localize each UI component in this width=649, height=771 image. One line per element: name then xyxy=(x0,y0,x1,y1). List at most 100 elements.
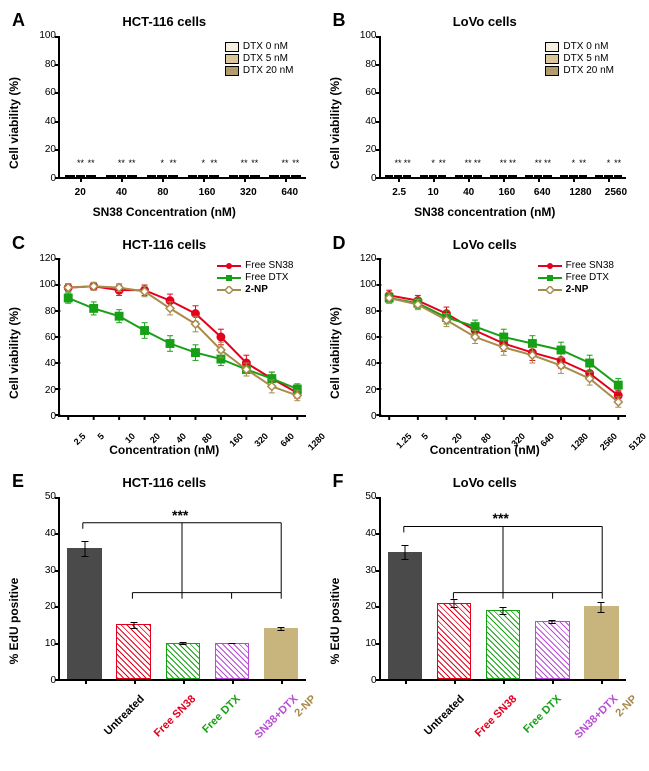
bar: ** xyxy=(543,175,551,177)
bar: ** xyxy=(86,175,96,177)
bar: ** xyxy=(168,175,178,177)
y-tick: 0 xyxy=(359,173,377,184)
legend-item: DTX 20 nM xyxy=(545,65,614,76)
x-tick: 40 xyxy=(116,187,127,198)
x-tick: 160 xyxy=(199,187,216,198)
x-tick: 5 xyxy=(419,431,430,442)
x-tick: 5 xyxy=(95,431,106,442)
y-tick: 20 xyxy=(38,144,56,155)
significance-marker: ** xyxy=(439,158,446,168)
x-tick: 160 xyxy=(499,187,516,198)
significance-marker: * xyxy=(572,158,576,168)
significance-marker: ** xyxy=(118,158,125,168)
x-tick: 1280 xyxy=(306,431,327,452)
y-tick: 20 xyxy=(359,144,377,155)
y-tick: 80 xyxy=(38,306,56,317)
significance-marker: * xyxy=(201,158,205,168)
panel-F: F LoVo cells % EdU positive 01020304050U… xyxy=(329,469,642,759)
y-tick: 120 xyxy=(38,253,56,264)
y-tick: 80 xyxy=(38,59,56,70)
bar: ** xyxy=(403,175,411,177)
significance-marker: ** xyxy=(251,158,258,168)
bar xyxy=(420,175,428,177)
y-tick: 40 xyxy=(38,358,56,369)
panel-label: D xyxy=(333,233,346,254)
legend-item: 2-NP xyxy=(538,284,614,295)
panel-B: B LoVo cells Cell viability (%) SN38 con… xyxy=(329,8,642,223)
legend-item: DTX 0 nM xyxy=(225,41,294,52)
bar xyxy=(525,175,533,177)
significance-marker: ** xyxy=(210,158,217,168)
y-axis-label: Cell viability (%) xyxy=(328,307,342,399)
y-tick: 60 xyxy=(38,87,56,98)
bar: ** xyxy=(438,175,446,177)
x-tick: 2560 xyxy=(597,431,618,452)
y-tick: 0 xyxy=(38,411,56,422)
x-tick: 640 xyxy=(538,431,556,449)
y-tick: 120 xyxy=(359,253,377,264)
chart-title: HCT-116 cells xyxy=(122,14,206,29)
x-tick: 5120 xyxy=(626,431,647,452)
bar xyxy=(560,175,568,177)
y-tick: 100 xyxy=(359,279,377,290)
bar xyxy=(188,175,198,177)
significance-marker: ** xyxy=(404,158,411,168)
legend-item: DTX 0 nM xyxy=(545,41,614,52)
x-tick: 2.5 xyxy=(392,187,406,198)
y-tick: 80 xyxy=(359,306,377,317)
y-tick: 80 xyxy=(359,59,377,70)
bar: ** xyxy=(614,175,622,177)
chart-title: LoVo cells xyxy=(453,237,517,252)
significance-marker: ** xyxy=(579,158,586,168)
y-tick: 40 xyxy=(38,116,56,127)
bar xyxy=(65,175,75,177)
legend: DTX 0 nMDTX 5 nMDTX 20 nM xyxy=(223,38,296,79)
y-tick: 20 xyxy=(359,385,377,396)
legend-item: Free DTX xyxy=(538,272,614,283)
legend-item: Free SN38 xyxy=(538,260,614,271)
x-tick: 320 xyxy=(253,431,271,449)
x-tick: 1280 xyxy=(568,431,589,452)
panel-E: E HCT-116 cells % EdU positive 010203040… xyxy=(8,469,321,759)
significance-stars: *** xyxy=(172,507,188,523)
bar xyxy=(595,175,603,177)
panel-label: A xyxy=(12,10,25,31)
y-tick: 0 xyxy=(38,173,56,184)
panel-D: D LoVo cells Cell viability (%) Concentr… xyxy=(329,231,642,461)
significance-marker: ** xyxy=(535,158,542,168)
bar: ** xyxy=(579,175,587,177)
x-tick: 640 xyxy=(279,431,297,449)
significance-marker: ** xyxy=(614,158,621,168)
y-axis-label: Cell viability (%) xyxy=(328,76,342,168)
legend-item: Free SN38 xyxy=(217,260,293,271)
x-tick: 80 xyxy=(157,187,168,198)
significance-marker: * xyxy=(607,158,611,168)
significance-marker: ** xyxy=(500,158,507,168)
x-axis-label: Concentration (nM) xyxy=(430,443,540,457)
x-axis-label: Concentration (nM) xyxy=(109,443,219,457)
y-axis-label: Cell viability (%) xyxy=(7,307,21,399)
legend-item: 2-NP xyxy=(217,284,293,295)
chart-title: LoVo cells xyxy=(453,14,517,29)
x-tick: 160 xyxy=(227,431,245,449)
bar xyxy=(106,175,116,177)
bar: ** xyxy=(250,175,260,177)
x-tick: 20 xyxy=(75,187,86,198)
bar: ** xyxy=(127,175,137,177)
legend: Free SN38Free DTX2-NP xyxy=(215,257,295,298)
x-tick: 10 xyxy=(428,187,439,198)
y-tick: 40 xyxy=(359,358,377,369)
x-tick: 320 xyxy=(240,187,257,198)
significance-marker: * xyxy=(161,158,165,168)
panel-C: C HCT-116 cells Cell viability (%) Conce… xyxy=(8,231,321,461)
y-tick: 60 xyxy=(359,332,377,343)
x-tick: 2560 xyxy=(605,187,627,198)
y-tick: 100 xyxy=(38,30,56,41)
x-tick: 640 xyxy=(534,187,551,198)
y-tick: 60 xyxy=(359,87,377,98)
x-tick: 1280 xyxy=(569,187,591,198)
significance-marker: ** xyxy=(465,158,472,168)
bar: ** xyxy=(508,175,516,177)
panel-label: B xyxy=(333,10,346,31)
significance-marker: ** xyxy=(88,158,95,168)
